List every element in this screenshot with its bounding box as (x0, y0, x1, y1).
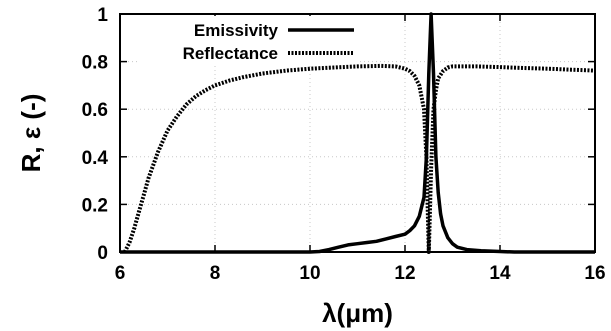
y-tick-label: 0.8 (82, 53, 108, 74)
y-axis-label: R, ε (-) (16, 94, 46, 173)
y-tick-label: 0.4 (82, 148, 109, 169)
y-tick-label: 0.6 (82, 100, 108, 121)
series-line-reflectance (122, 63, 596, 254)
plot-frame (119, 13, 596, 253)
x-tick-label: 6 (115, 263, 126, 284)
legend-label-emissivity: Emissivity (194, 21, 279, 40)
x-tick-label: 10 (299, 263, 320, 284)
series-layer (120, 12, 596, 254)
ticks (119, 13, 596, 253)
legend-background (140, 16, 358, 64)
y-tick-label: 1 (97, 5, 108, 26)
x-axis-label: λ(μm) (322, 298, 393, 328)
legend-label-reflectance: Reflectance (183, 44, 278, 63)
x-tick-label: 8 (210, 263, 221, 284)
series-line-emissivity (120, 12, 595, 254)
x-tick-label: 16 (584, 263, 605, 284)
legend: Emissivity Reflectance (140, 16, 358, 64)
x-tick-label: 12 (394, 263, 415, 284)
x-tick-label: 14 (489, 263, 511, 284)
y-tick-label: 0 (97, 243, 108, 264)
y-tick-label: 0.2 (82, 195, 108, 216)
tick-labels: 6 8 10 12 14 16 0 0.2 0.4 0.6 0.8 1 (82, 5, 606, 284)
